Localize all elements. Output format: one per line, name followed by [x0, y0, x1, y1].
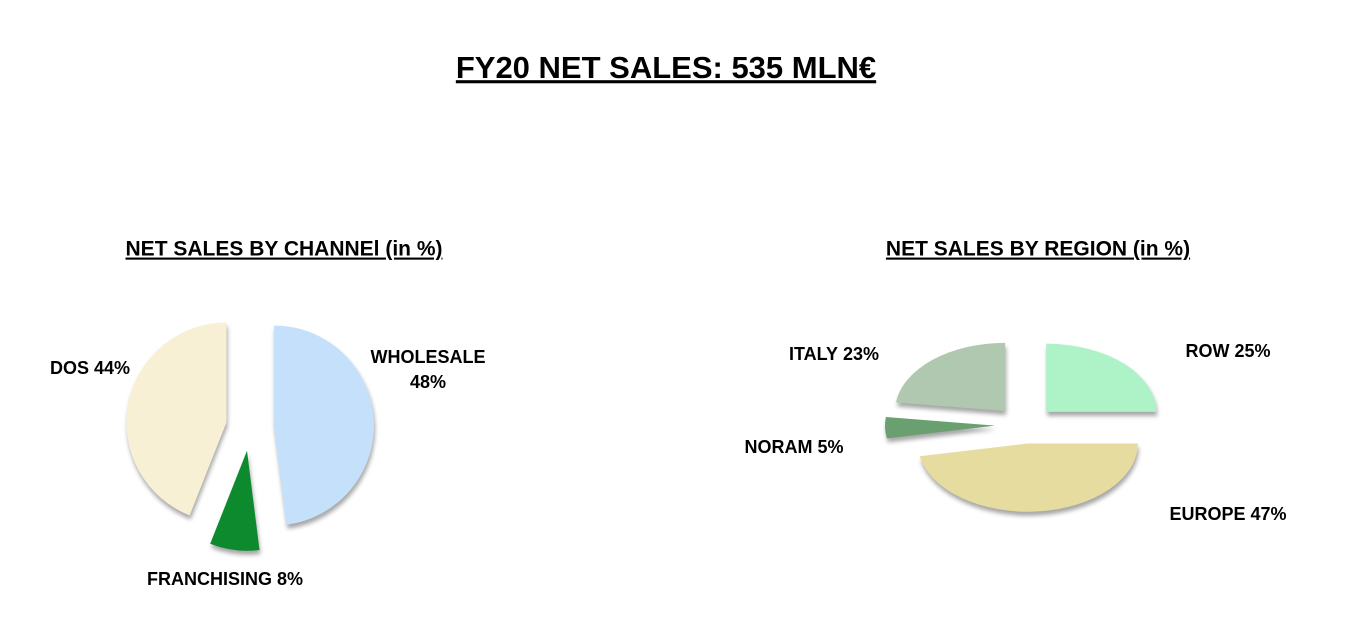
category-label: ROW — [1185, 341, 1229, 361]
slice-label: WHOLESALE 48% — [371, 347, 486, 392]
category-label: WHOLESALE — [371, 347, 486, 367]
slice-label: ITALY 23% — [789, 344, 879, 364]
value-label: 5% — [817, 437, 843, 457]
main-title: FY20 NET SALES: 535 MLN€ — [456, 50, 876, 85]
pie-slice — [126, 322, 227, 516]
value-label: 8% — [277, 569, 303, 589]
slice-label: NORAM 5% — [744, 437, 843, 457]
slice-label: DOS 44% — [50, 358, 130, 378]
category-label: ITALY — [789, 344, 838, 364]
pie-slice — [273, 325, 374, 525]
chart-title: NET SALES BY REGION (in %) — [886, 238, 1190, 261]
category-label: NORAM — [744, 437, 812, 457]
slice-label: FRANCHISING 8% — [147, 569, 303, 589]
category-label: EUROPE — [1169, 504, 1245, 524]
value-label: 48% — [410, 372, 446, 392]
pie-slice — [1046, 343, 1157, 412]
chart-title: NET SALES BY CHANNEl (in %) — [126, 238, 443, 261]
category-label: DOS — [50, 358, 89, 378]
slice-label: ROW 25% — [1185, 341, 1270, 361]
pie-slice — [210, 450, 260, 551]
value-label: 25% — [1234, 341, 1270, 361]
pie-slice — [919, 443, 1138, 512]
slice-label: EUROPE 47% — [1169, 504, 1286, 524]
pie-slice — [896, 342, 1006, 412]
value-label: 47% — [1251, 504, 1287, 524]
value-label: 44% — [94, 358, 130, 378]
value-label: 23% — [843, 344, 879, 364]
category-label: FRANCHISING — [147, 569, 272, 589]
pie-slice — [885, 417, 996, 439]
